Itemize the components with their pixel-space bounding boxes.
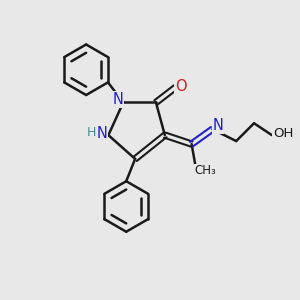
Text: OH: OH [273,127,293,140]
Text: N: N [112,92,123,107]
Text: H: H [86,126,96,139]
Text: O: O [175,79,186,94]
Text: CH₃: CH₃ [195,164,217,177]
Text: N: N [96,126,107,141]
Text: N: N [212,118,223,133]
